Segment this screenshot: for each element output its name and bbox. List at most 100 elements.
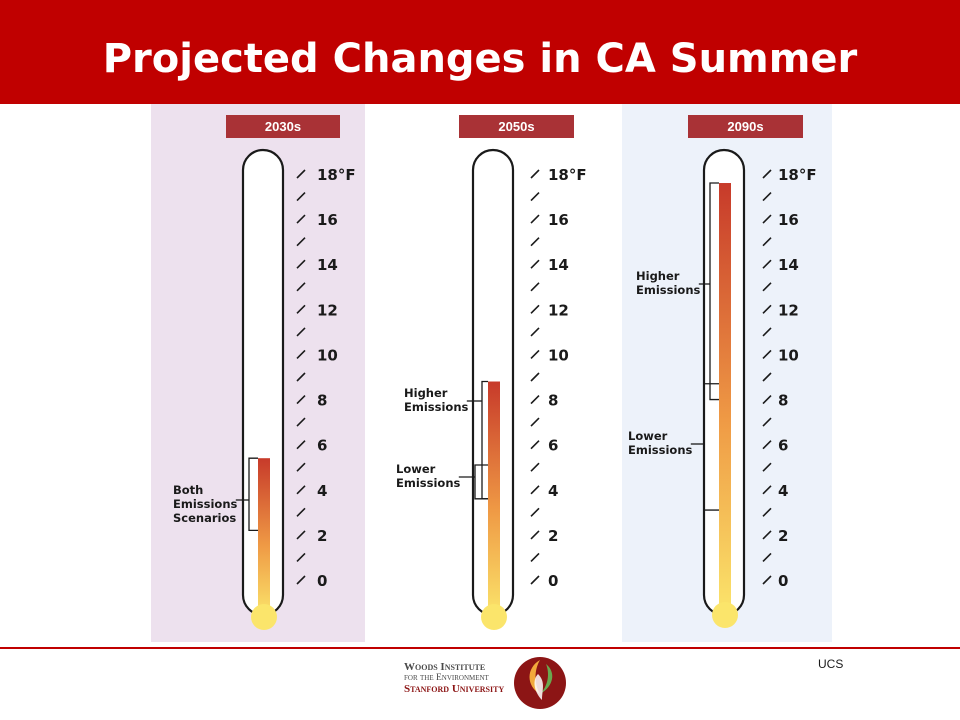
scale-tick <box>296 304 306 314</box>
institute-logo-text: Woods Institute for the Environment Stan… <box>404 662 512 695</box>
panel-2050s: 2050s 0 2 4 6 8 10 12 14 16 18°F Higher Emissions Lo… <box>382 104 608 642</box>
scale-tick <box>530 417 540 427</box>
tick-label: 14 <box>548 256 569 274</box>
panel-2030s: 2030s 0 2 4 6 8 10 12 14 16 18°F Both Emissions Scen… <box>151 104 365 642</box>
scale-tick <box>296 259 306 269</box>
scale-tick <box>762 507 772 517</box>
tick-label: 14 <box>778 256 799 274</box>
tick-label: 4 <box>317 482 327 500</box>
scale-tick <box>296 507 306 517</box>
scale-tick <box>296 372 306 382</box>
tick-label: 6 <box>778 437 788 455</box>
scale-tick <box>296 214 306 224</box>
thermometer-bulb <box>712 602 738 628</box>
tick-label: 16 <box>778 211 799 229</box>
mercury-column <box>488 381 500 617</box>
scale-tick <box>530 552 540 563</box>
scale-tick <box>762 349 772 360</box>
period-tab-2090s: 2090s <box>688 115 803 138</box>
tick-label: 8 <box>548 392 558 410</box>
scale-tick <box>530 530 540 540</box>
page-title: Projected Changes in CA Summer Temperatu… <box>102 36 858 200</box>
scale-tick <box>762 259 772 269</box>
footer-divider <box>0 647 960 649</box>
tick-label: 16 <box>317 211 338 229</box>
scale-tick <box>296 394 306 405</box>
tick-label: 0 <box>548 572 558 590</box>
emissions-label: Emissions <box>404 400 469 414</box>
scale-tick <box>530 282 540 292</box>
tick-label: 2 <box>548 527 558 545</box>
scale-tick <box>296 327 306 337</box>
thermometer-2050s: 024681012141618°FHigherEmissionsLowerEmi… <box>396 148 587 630</box>
scale-tick <box>762 462 772 472</box>
emissions-label: Emissions <box>636 283 701 297</box>
scale-tick <box>762 530 772 540</box>
tick-label: 16 <box>548 211 569 229</box>
scale-tick <box>530 394 540 405</box>
scale-tick <box>762 417 772 427</box>
scale-tick <box>296 462 306 472</box>
scale-tick <box>762 440 772 450</box>
scale-tick <box>530 372 540 382</box>
scale-tick <box>296 282 306 292</box>
period-tab-2050s: 2050s <box>459 115 574 138</box>
tick-label: 6 <box>317 437 327 455</box>
title-bar: Projected Changes in CA Summer Temperatu… <box>0 0 960 200</box>
scale-tick <box>530 237 540 247</box>
logo-line-2: for the Environment <box>404 673 489 683</box>
tick-label: 10 <box>778 346 799 364</box>
tick-label: 6 <box>548 437 558 455</box>
scale-tick <box>762 169 772 179</box>
scale-tick <box>530 169 540 179</box>
scale-tick <box>530 304 540 314</box>
logo-line-1: Woods Institute <box>404 661 486 673</box>
scale-tick <box>296 237 306 247</box>
emissions-label: Emissions <box>173 497 238 511</box>
scale-tick <box>762 282 772 292</box>
scale-tick <box>762 191 772 202</box>
tick-label: 10 <box>317 346 338 364</box>
scale-tick <box>296 349 306 360</box>
panel-2090s: 2090s 0 2 4 6 8 10 12 14 16 18°F Higher Emissions Lo… <box>622 104 832 642</box>
source-credit: UCS <box>818 657 844 671</box>
thermometer-2090s: 024681012141618°FHigherEmissionsLowerEmi… <box>628 148 817 628</box>
scale-tick <box>530 349 540 360</box>
scale-tick <box>530 440 540 450</box>
tick-label: 2 <box>778 527 788 545</box>
emissions-label: Higher <box>404 386 448 400</box>
scale-tick <box>530 462 540 472</box>
mercury-column <box>258 458 270 617</box>
tick-label: 18°F <box>317 166 356 184</box>
period-tab-2030s: 2030s <box>226 115 340 138</box>
scale-tick <box>296 485 306 495</box>
tick-label: 8 <box>317 392 327 410</box>
scale-tick <box>762 575 772 585</box>
scale-tick <box>296 169 306 179</box>
tick-label: 0 <box>778 572 788 590</box>
tick-label: 18°F <box>548 166 587 184</box>
scale-tick <box>530 191 540 202</box>
scale-tick <box>762 485 772 495</box>
scale-tick <box>762 552 772 563</box>
emissions-label: Higher <box>636 269 680 283</box>
scale-tick <box>762 214 772 224</box>
scale-tick <box>296 530 306 540</box>
scale-tick <box>296 191 306 202</box>
scale-tick <box>762 237 772 247</box>
scale-tick <box>530 327 540 337</box>
tick-label: 12 <box>317 301 338 319</box>
tick-label: 12 <box>548 301 569 319</box>
tick-label: 8 <box>778 392 788 410</box>
tick-label: 0 <box>317 572 327 590</box>
emissions-label: Lower <box>396 462 436 476</box>
emissions-label: Emissions <box>628 443 693 457</box>
mercury-column <box>719 183 731 615</box>
scale-tick <box>530 259 540 269</box>
leaf-seal-icon <box>514 657 566 709</box>
